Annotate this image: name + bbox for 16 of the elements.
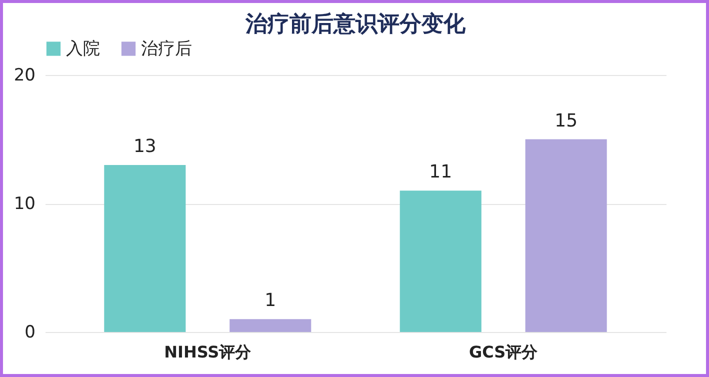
x-tick-label: NIHSS评分: [164, 342, 252, 362]
x-tick-label: GCS评分: [469, 342, 539, 362]
y-tick-label: 20: [14, 66, 36, 86]
data-label: 13: [133, 136, 156, 157]
legend-label: 入院: [66, 38, 100, 59]
bar: [104, 164, 186, 332]
legend-label: 治疗后: [141, 38, 192, 59]
data-label: 1: [264, 290, 276, 312]
bar: [525, 139, 607, 332]
bar: [230, 319, 312, 332]
data-label: 11: [429, 162, 452, 183]
y-tick-label: 10: [14, 194, 36, 214]
bar: [400, 190, 482, 332]
y-tick-label: 0: [24, 322, 36, 342]
chart-title: 治疗前后意识评分变化: [244, 11, 466, 37]
data-label: 15: [554, 110, 578, 132]
